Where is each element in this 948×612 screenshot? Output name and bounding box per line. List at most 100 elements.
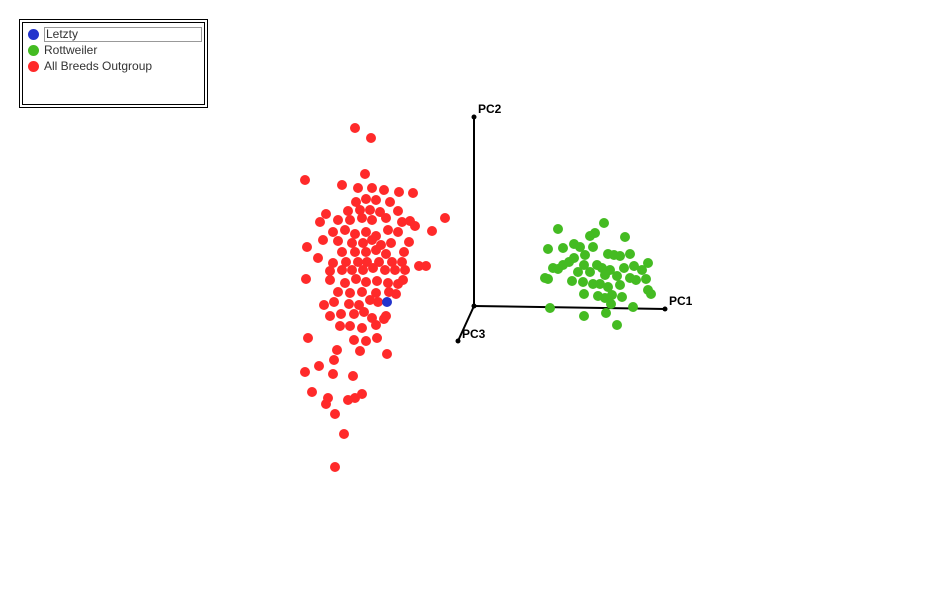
point-all-breeds-outgroup-6[interactable]	[367, 183, 377, 193]
point-all-breeds-outgroup-110[interactable]	[329, 355, 339, 365]
point-rottweiler-26[interactable]	[540, 273, 550, 283]
point-rottweiler-38[interactable]	[595, 279, 605, 289]
point-all-breeds-outgroup-46[interactable]	[404, 237, 414, 247]
point-all-breeds-outgroup-67[interactable]	[380, 265, 390, 275]
point-all-breeds-outgroup-58[interactable]	[387, 257, 397, 267]
point-rottweiler-49[interactable]	[646, 289, 656, 299]
point-rottweiler-47[interactable]	[617, 292, 627, 302]
point-all-breeds-outgroup-102[interactable]	[303, 333, 313, 343]
point-all-breeds-outgroup-74[interactable]	[361, 277, 371, 287]
point-all-breeds-outgroup-90[interactable]	[373, 297, 383, 307]
point-all-breeds-outgroup-120[interactable]	[330, 409, 340, 419]
point-rottweiler-3[interactable]	[590, 228, 600, 238]
point-all-breeds-outgroup-101[interactable]	[379, 314, 389, 324]
point-all-breeds-outgroup-119[interactable]	[321, 399, 331, 409]
point-all-breeds-outgroup-0[interactable]	[350, 123, 360, 133]
point-all-breeds-outgroup-31[interactable]	[350, 229, 360, 239]
point-all-breeds-outgroup-105[interactable]	[372, 333, 382, 343]
point-all-breeds-outgroup-45[interactable]	[386, 238, 396, 248]
point-rottweiler-52[interactable]	[628, 302, 638, 312]
point-rottweiler-22[interactable]	[619, 263, 629, 273]
point-rottweiler-50[interactable]	[545, 303, 555, 313]
point-all-breeds-outgroup-36[interactable]	[410, 221, 420, 231]
point-all-breeds-outgroup-55[interactable]	[353, 257, 363, 267]
point-rottweiler-8[interactable]	[575, 242, 585, 252]
point-all-breeds-outgroup-94[interactable]	[359, 307, 369, 317]
point-all-breeds-outgroup-61[interactable]	[421, 261, 431, 271]
point-rottweiler-40[interactable]	[615, 280, 625, 290]
point-all-breeds-outgroup-16[interactable]	[365, 205, 375, 215]
point-all-breeds-outgroup-75[interactable]	[372, 276, 382, 286]
point-all-breeds-outgroup-20[interactable]	[315, 217, 325, 227]
point-letzty-0[interactable]	[382, 297, 392, 307]
point-all-breeds-outgroup-79[interactable]	[333, 287, 343, 297]
point-all-breeds-outgroup-42[interactable]	[358, 238, 368, 248]
point-all-breeds-outgroup-12[interactable]	[371, 195, 381, 205]
point-rottweiler-30[interactable]	[585, 267, 595, 277]
point-all-breeds-outgroup-118[interactable]	[357, 389, 367, 399]
point-all-breeds-outgroup-1[interactable]	[366, 133, 376, 143]
point-all-breeds-outgroup-3[interactable]	[337, 180, 347, 190]
point-all-breeds-outgroup-92[interactable]	[336, 309, 346, 319]
point-rottweiler-37[interactable]	[588, 279, 598, 289]
point-all-breeds-outgroup-70[interactable]	[301, 274, 311, 284]
point-rottweiler-43[interactable]	[579, 289, 589, 299]
point-rottweiler-55[interactable]	[612, 320, 622, 330]
point-all-breeds-outgroup-98[interactable]	[345, 321, 355, 331]
point-all-breeds-outgroup-123[interactable]	[313, 253, 323, 263]
point-all-breeds-outgroup-64[interactable]	[347, 265, 357, 275]
point-all-breeds-outgroup-72[interactable]	[340, 278, 350, 288]
point-all-breeds-outgroup-65[interactable]	[358, 265, 368, 275]
point-all-breeds-outgroup-34[interactable]	[383, 225, 393, 235]
point-all-breeds-outgroup-112[interactable]	[328, 369, 338, 379]
point-rottweiler-0[interactable]	[553, 224, 563, 234]
point-rottweiler-17[interactable]	[625, 249, 635, 259]
point-all-breeds-outgroup-26[interactable]	[397, 217, 407, 227]
point-all-breeds-outgroup-91[interactable]	[325, 311, 335, 321]
point-all-breeds-outgroup-50[interactable]	[371, 245, 381, 255]
point-all-breeds-outgroup-78[interactable]	[398, 275, 408, 285]
point-all-breeds-outgroup-82[interactable]	[371, 288, 381, 298]
point-rottweiler-34[interactable]	[637, 265, 647, 275]
point-all-breeds-outgroup-104[interactable]	[361, 336, 371, 346]
point-all-breeds-outgroup-114[interactable]	[307, 387, 317, 397]
point-rottweiler-32[interactable]	[612, 271, 622, 281]
point-all-breeds-outgroup-66[interactable]	[368, 263, 378, 273]
point-all-breeds-outgroup-40[interactable]	[333, 236, 343, 246]
point-all-breeds-outgroup-60[interactable]	[414, 261, 424, 271]
point-rottweiler-13[interactable]	[564, 257, 574, 267]
point-all-breeds-outgroup-68[interactable]	[390, 265, 400, 275]
point-rottweiler-36[interactable]	[578, 277, 588, 287]
point-all-breeds-outgroup-14[interactable]	[343, 206, 353, 216]
point-all-breeds-outgroup-15[interactable]	[355, 205, 365, 215]
point-rottweiler-16[interactable]	[615, 251, 625, 261]
point-all-breeds-outgroup-59[interactable]	[397, 257, 407, 267]
point-rottweiler-41[interactable]	[631, 275, 641, 285]
point-rottweiler-4[interactable]	[620, 232, 630, 242]
point-all-breeds-outgroup-7[interactable]	[379, 185, 389, 195]
point-all-breeds-outgroup-49[interactable]	[361, 247, 371, 257]
point-rottweiler-18[interactable]	[579, 260, 589, 270]
point-all-breeds-outgroup-106[interactable]	[332, 345, 342, 355]
point-all-breeds-outgroup-13[interactable]	[385, 197, 395, 207]
point-all-breeds-outgroup-73[interactable]	[351, 274, 361, 284]
point-rottweiler-51[interactable]	[606, 299, 616, 309]
point-all-breeds-outgroup-35[interactable]	[393, 227, 403, 237]
point-rottweiler-39[interactable]	[603, 282, 613, 292]
point-all-breeds-outgroup-97[interactable]	[335, 321, 345, 331]
point-rottweiler-28[interactable]	[553, 264, 563, 274]
point-all-breeds-outgroup-51[interactable]	[381, 249, 391, 259]
point-all-breeds-outgroup-107[interactable]	[355, 346, 365, 356]
point-all-breeds-outgroup-38[interactable]	[302, 242, 312, 252]
point-rottweiler-5[interactable]	[543, 244, 553, 254]
point-all-breeds-outgroup-84[interactable]	[391, 289, 401, 299]
point-all-breeds-outgroup-85[interactable]	[319, 300, 329, 310]
point-all-breeds-outgroup-93[interactable]	[349, 309, 359, 319]
point-rottweiler-35[interactable]	[567, 276, 577, 286]
point-all-breeds-outgroup-69[interactable]	[400, 265, 410, 275]
point-rottweiler-46[interactable]	[607, 290, 617, 300]
point-all-breeds-outgroup-54[interactable]	[341, 257, 351, 267]
point-all-breeds-outgroup-86[interactable]	[329, 297, 339, 307]
point-rottweiler-9[interactable]	[580, 250, 590, 260]
point-rottweiler-1[interactable]	[599, 218, 609, 228]
